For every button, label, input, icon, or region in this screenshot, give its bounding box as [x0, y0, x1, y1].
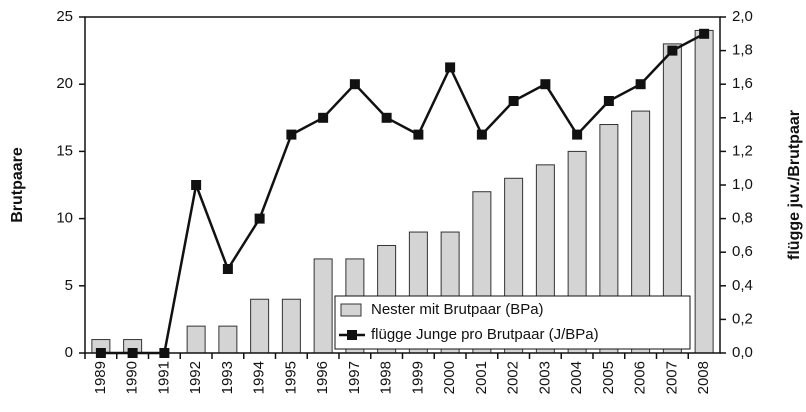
- bar: [313, 258, 333, 354]
- x-tick-label: 1989: [92, 361, 109, 394]
- y2-tick-label: 1,8: [732, 42, 753, 59]
- x-tick-label: 1991: [155, 361, 172, 394]
- bar: [250, 298, 270, 354]
- legend-label: flügge Junge pro Brutpaar (J/BPa): [371, 326, 599, 343]
- x-tick-label: 1995: [282, 361, 299, 394]
- y-axis-label: Brutpaare: [9, 147, 26, 223]
- point: [635, 79, 646, 90]
- x-tick-label: 2004: [568, 361, 585, 394]
- legend-label: Nester mit Brutpaar (BPa): [371, 301, 544, 318]
- y-tick-label: 20: [56, 75, 73, 92]
- x-tick-label: 2008: [695, 361, 712, 394]
- point: [572, 129, 583, 140]
- y-tick-label: 0: [65, 344, 73, 361]
- legend-marker: [347, 330, 357, 340]
- y2-tick-label: 1,4: [732, 109, 753, 126]
- x-tick-label: 1992: [187, 361, 204, 394]
- y2-tick-label: 0,4: [732, 277, 753, 294]
- y2-tick-label: 1,0: [732, 176, 753, 193]
- x-tick-label: 1997: [346, 361, 363, 394]
- point: [349, 79, 360, 90]
- point: [508, 96, 519, 106]
- x-tick-label: 1999: [409, 361, 426, 394]
- x-tick-label: 2006: [632, 361, 649, 394]
- x-tick-label: 2005: [600, 361, 617, 394]
- point: [445, 62, 456, 73]
- x-tick-label: 2003: [536, 361, 553, 394]
- point: [254, 213, 265, 224]
- y2-tick-label: 0,2: [732, 310, 753, 327]
- point: [667, 45, 678, 56]
- y2-tick-label: 0,0: [732, 344, 753, 361]
- point: [286, 129, 297, 140]
- y2-axis-label: flügge juv./Brutpaar: [786, 110, 803, 260]
- y2-tick-label: 2,0: [732, 8, 753, 25]
- line: [100, 32, 705, 355]
- point: [95, 348, 106, 358]
- bar: [186, 325, 206, 354]
- x-tick-label: 2001: [473, 361, 490, 394]
- point: [476, 129, 487, 140]
- y-tick-label: 15: [56, 142, 73, 159]
- x-tick-label: 1998: [378, 361, 395, 394]
- point: [191, 180, 202, 190]
- bar: [281, 298, 301, 354]
- legend-box: [334, 295, 691, 350]
- y-tick-label: 10: [56, 210, 73, 227]
- y-tick-label: 5: [65, 277, 73, 294]
- point: [159, 348, 170, 358]
- x-tick-label: 2000: [441, 361, 458, 394]
- legend-swatch: [340, 303, 362, 317]
- y2-tick-label: 0,6: [732, 243, 753, 260]
- x-tick-label: 1993: [219, 361, 236, 394]
- point: [413, 129, 424, 140]
- y-tick-label: 25: [56, 8, 73, 25]
- x-tick-label: 2002: [505, 361, 522, 394]
- point: [222, 264, 233, 274]
- point: [381, 112, 392, 123]
- point: [318, 112, 329, 123]
- y2-tick-label: 0,8: [732, 210, 753, 227]
- point: [603, 96, 614, 106]
- x-tick-label: 2007: [663, 361, 680, 394]
- y2-tick-label: 1,6: [732, 75, 753, 92]
- bar: [694, 29, 714, 354]
- y2-tick-label: 1,2: [732, 142, 753, 159]
- x-tick-label: 1996: [314, 361, 331, 394]
- x-tick-label: 1994: [251, 361, 268, 394]
- point: [540, 79, 551, 90]
- x-tick-label: 1990: [124, 361, 141, 394]
- point: [127, 348, 138, 358]
- point: [699, 28, 710, 39]
- bar: [218, 325, 238, 354]
